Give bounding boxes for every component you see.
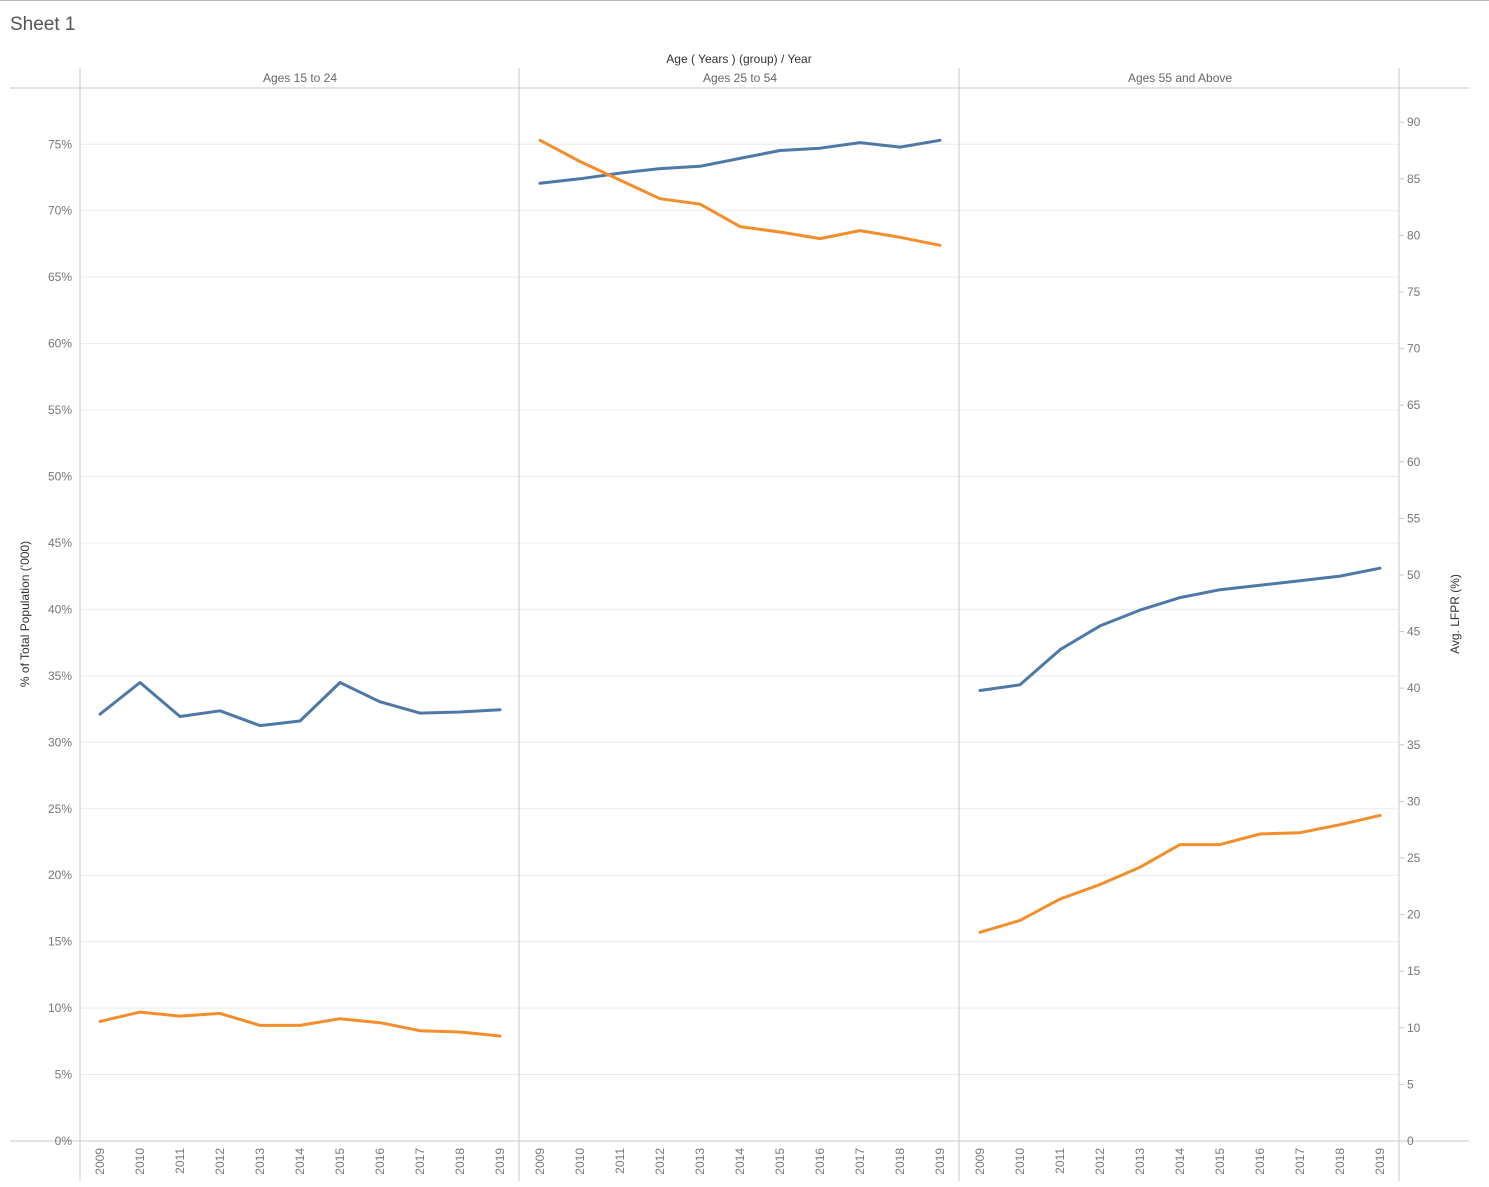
svg-text:2014: 2014 <box>293 1148 307 1175</box>
svg-text:15%: 15% <box>48 935 72 949</box>
svg-text:2010: 2010 <box>1013 1148 1027 1175</box>
svg-text:2009: 2009 <box>93 1148 107 1175</box>
svg-text:20%: 20% <box>48 868 72 882</box>
svg-text:30%: 30% <box>48 735 72 749</box>
svg-text:2011: 2011 <box>1053 1148 1067 1174</box>
svg-text:2018: 2018 <box>453 1148 467 1175</box>
svg-text:25: 25 <box>1407 851 1421 865</box>
svg-text:2010: 2010 <box>573 1148 587 1175</box>
svg-text:2013: 2013 <box>693 1148 707 1175</box>
svg-text:2019: 2019 <box>1373 1148 1387 1175</box>
svg-text:85: 85 <box>1407 172 1421 186</box>
svg-text:2009: 2009 <box>973 1148 987 1175</box>
gridlines <box>80 143 1399 1076</box>
svg-text:0%: 0% <box>55 1134 73 1148</box>
svg-text:50%: 50% <box>48 470 72 484</box>
population-line[interactable] <box>978 813 1382 934</box>
svg-text:2011: 2011 <box>173 1148 187 1174</box>
x-axis-year-ticks: 2009 2010 2011 2012 2013 2014 2015 2016 2017 2018… <box>93 1148 1387 1175</box>
svg-text:50: 50 <box>1407 568 1421 582</box>
svg-text:2016: 2016 <box>813 1148 827 1175</box>
svg-text:55: 55 <box>1407 511 1421 525</box>
svg-text:0: 0 <box>1407 1134 1414 1148</box>
svg-text:15: 15 <box>1407 964 1421 978</box>
svg-text:65%: 65% <box>48 270 72 284</box>
svg-text:55%: 55% <box>48 403 72 417</box>
svg-text:2017: 2017 <box>1293 1148 1307 1175</box>
svg-text:2012: 2012 <box>1093 1148 1107 1175</box>
svg-text:75: 75 <box>1407 285 1421 299</box>
svg-text:2015: 2015 <box>1213 1148 1227 1175</box>
svg-text:2016: 2016 <box>373 1148 387 1175</box>
panel-header: Ages 15 to 24 <box>263 71 337 85</box>
svg-text:35: 35 <box>1407 738 1421 752</box>
right-axis-ticks: 0 5 10 15 20 25 30 35 40 45 50 55 60 65 70 75 80 85 90 <box>1399 115 1421 1148</box>
svg-text:5: 5 <box>1407 1077 1414 1091</box>
svg-text:2014: 2014 <box>733 1148 747 1175</box>
left-axis-title: % of Total Population ('000) <box>18 541 32 687</box>
svg-text:2014: 2014 <box>1173 1148 1187 1175</box>
svg-text:2019: 2019 <box>933 1148 947 1175</box>
svg-text:25%: 25% <box>48 802 72 816</box>
svg-text:10: 10 <box>1407 1021 1421 1035</box>
panel-header: Ages 55 and Above <box>1128 71 1232 85</box>
svg-text:2018: 2018 <box>1333 1148 1347 1175</box>
svg-text:2017: 2017 <box>853 1148 867 1175</box>
svg-text:65: 65 <box>1407 398 1421 412</box>
svg-text:80: 80 <box>1407 228 1421 242</box>
svg-text:2013: 2013 <box>1133 1148 1147 1175</box>
column-header-title: Age ( Years ) (group) / Year <box>666 52 811 66</box>
svg-text:90: 90 <box>1407 115 1421 129</box>
lfpr-line[interactable] <box>98 681 502 728</box>
data-lines[interactable] <box>98 138 1382 1038</box>
svg-text:40: 40 <box>1407 681 1421 695</box>
svg-text:2009: 2009 <box>533 1148 547 1175</box>
svg-text:2018: 2018 <box>893 1148 907 1175</box>
population-line[interactable] <box>538 138 942 247</box>
panel-header: Ages 25 to 54 <box>703 71 777 85</box>
svg-text:10%: 10% <box>48 1001 72 1015</box>
svg-text:60%: 60% <box>48 337 72 351</box>
svg-text:2016: 2016 <box>1253 1148 1267 1175</box>
svg-text:2011: 2011 <box>613 1148 627 1174</box>
panel-borders <box>10 68 1469 1181</box>
sheet-title: Sheet 1 <box>10 14 76 35</box>
svg-text:35%: 35% <box>48 669 72 683</box>
svg-text:2017: 2017 <box>413 1148 427 1175</box>
panel-headers: Ages 15 to 24 Ages 25 to 54 Ages 55 and Ab… <box>263 71 1232 85</box>
lfpr-line[interactable] <box>538 138 942 185</box>
svg-text:30: 30 <box>1407 794 1421 808</box>
svg-text:5%: 5% <box>55 1068 73 1082</box>
left-axis-ticks: 0% 5% 10% 15% 20% 25% 30% 35% 40% 45% 50% 55% 60% 65%… <box>48 137 72 1148</box>
svg-text:45%: 45% <box>48 536 72 550</box>
svg-text:2015: 2015 <box>333 1148 347 1175</box>
svg-text:60: 60 <box>1407 455 1421 469</box>
svg-text:70%: 70% <box>48 204 72 218</box>
svg-text:2010: 2010 <box>133 1148 147 1175</box>
svg-text:40%: 40% <box>48 602 72 616</box>
svg-text:2015: 2015 <box>773 1148 787 1175</box>
svg-text:70: 70 <box>1407 342 1421 356</box>
lfpr-line[interactable] <box>978 566 1382 692</box>
svg-text:2012: 2012 <box>653 1148 667 1175</box>
svg-text:45: 45 <box>1407 625 1421 639</box>
right-axis-title: Avg. LFPR (%) <box>1448 574 1462 654</box>
svg-text:75%: 75% <box>48 137 72 151</box>
svg-text:2012: 2012 <box>213 1148 227 1175</box>
svg-text:2019: 2019 <box>493 1148 507 1175</box>
population-line[interactable] <box>98 1010 502 1038</box>
svg-text:2013: 2013 <box>253 1148 267 1175</box>
top-border <box>0 0 1489 1</box>
svg-text:20: 20 <box>1407 908 1421 922</box>
